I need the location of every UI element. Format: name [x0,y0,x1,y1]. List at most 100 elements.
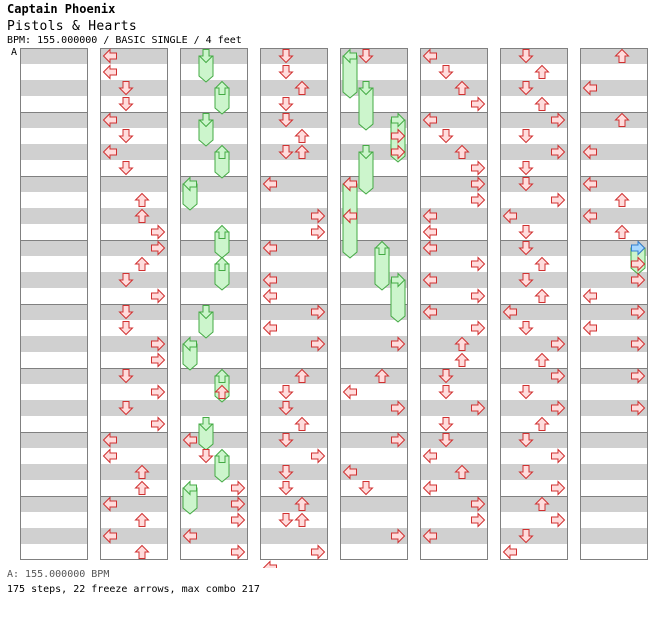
beat-stripe [100,176,168,192]
step-chart [20,48,648,568]
beat-stripe [500,368,568,384]
step-arrow [342,384,357,400]
step-arrow [518,225,534,240]
beat-stripe [180,464,248,480]
chart-column [420,48,488,560]
beat-stripe [20,496,88,512]
beat-stripe [260,464,328,480]
beat-stripe [100,368,168,384]
step-arrow [518,161,534,176]
freeze-head-arrow [198,417,214,432]
step-arrow [551,368,566,384]
beat-stripe [260,272,328,288]
step-arrow [151,416,166,432]
column-border [500,48,568,560]
freeze-head-arrow [358,145,374,160]
beat-stripe [500,336,568,352]
chart-info: BPM: 155.000000 / BASIC SINGLE / 4 feet [7,35,242,46]
step-arrow [358,49,374,64]
beat-stripe [340,496,408,512]
step-arrow [534,256,550,271]
step-arrow [294,368,310,383]
step-arrow [422,528,437,544]
step-arrow [311,304,326,320]
column-border [100,48,168,560]
freeze-head-arrow [198,49,214,64]
step-arrow [391,432,406,448]
beat-stripe [580,144,648,160]
step-arrow [102,112,117,128]
beat-stripe [100,464,168,480]
beat-stripe [580,176,648,192]
step-arrow [582,288,597,304]
step-arrow [134,192,150,207]
step-arrow [551,144,566,160]
beat-stripe [580,496,648,512]
step-arrow [518,321,534,336]
beat-stripe [260,432,328,448]
step-arrow [438,385,454,400]
beat-stripe [340,400,408,416]
beat-stripe [420,208,488,224]
step-arrow [518,49,534,64]
step-arrow [262,288,277,304]
beat-stripe [260,240,328,256]
step-arrow [278,481,294,496]
step-arrow [262,176,277,192]
step-arrow [231,544,246,560]
beat-stripe [180,368,248,384]
beat-stripe [260,80,328,96]
step-arrow [151,336,166,352]
beat-stripe [20,400,88,416]
step-arrow [551,480,566,496]
step-arrow [278,145,294,160]
step-arrow [438,65,454,80]
beat-stripe [20,176,88,192]
beat-stripe [500,240,568,256]
freeze-head-arrow [214,256,230,271]
column-border [420,48,488,560]
beat-stripe [580,112,648,128]
step-arrow [102,528,117,544]
step-arrow [294,80,310,95]
step-arrow [102,64,117,80]
beat-stripe [420,368,488,384]
beat-stripe [500,272,568,288]
beat-stripe [100,144,168,160]
beat-stripe [580,464,648,480]
beat-stripe [340,528,408,544]
step-arrow [311,336,326,352]
step-arrow [631,368,646,384]
beat-stripe [500,208,568,224]
step-arrow [631,272,646,288]
step-arrow [631,256,646,272]
beat-stripe [180,112,248,128]
freeze-head-arrow [182,480,197,496]
step-arrow [118,161,134,176]
beat-stripe [180,48,248,64]
step-arrow [551,336,566,352]
step-arrow [471,176,486,192]
step-arrow [438,369,454,384]
step-arrow [118,97,134,112]
step-arrow [551,448,566,464]
step-arrow [342,176,357,192]
step-arrow [151,352,166,368]
step-arrow [551,192,566,208]
step-arrow [454,144,470,159]
step-arrow [518,529,534,544]
step-arrow [471,160,486,176]
beat-stripe [420,80,488,96]
beat-stripe [260,208,328,224]
artist-name: Captain Phoenix [7,2,116,16]
beat-stripe [420,432,488,448]
beat-stripe [580,400,648,416]
step-arrow [422,112,437,128]
step-arrow [374,368,390,383]
step-arrow [582,80,597,96]
chart-column [180,48,248,560]
beat-stripe [420,48,488,64]
step-arrow [551,400,566,416]
step-arrow [118,305,134,320]
beat-stripe [180,272,248,288]
